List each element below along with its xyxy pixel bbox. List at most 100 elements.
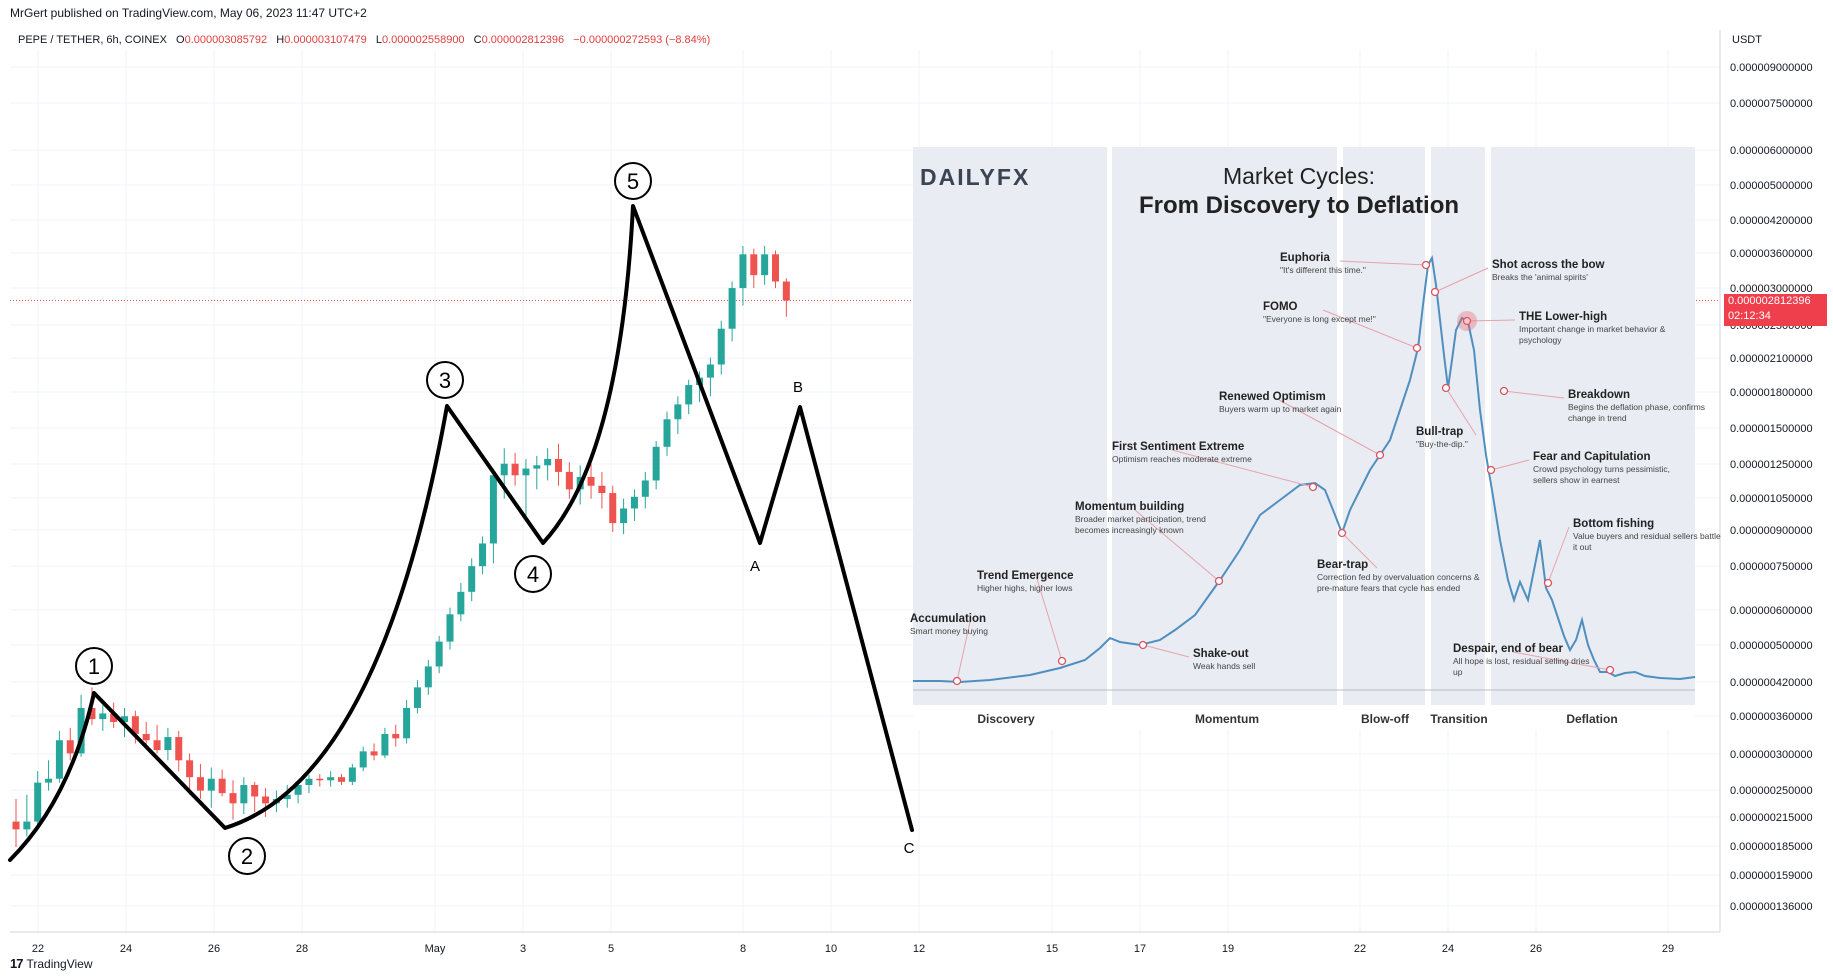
annotation-desc: Begins the deflation phase, confirms [1568,402,1705,412]
candle-body [142,733,150,741]
annotation-leader [1547,526,1570,584]
candle-body [12,821,20,830]
candle-body [240,784,248,804]
candle-body [609,493,617,524]
inset-subtitle: From Discovery to Deflation [1139,192,1459,219]
candle-body [424,666,432,688]
dailyfx-logo: DAILYFX [920,164,1030,190]
annotation-title: Bull-trap [1416,426,1463,438]
x-tick-label: 28 [296,943,308,955]
wave-label-circle [614,162,652,200]
annotation-marker [1412,343,1422,353]
annotation-leader [1142,644,1190,658]
ohlc-high-value: 0.000003107479 [284,34,367,46]
symbol-name[interactable]: PEPE / TETHER, 6h, COINEX [18,34,167,46]
y-tick-label: 0.000001500000 [1730,423,1813,435]
annotation-title: Shot across the bow [1492,259,1605,271]
x-tick-label: 10 [825,943,837,955]
x-tick-label: 5 [608,943,614,955]
annotation-title: Renewed Optimism [1219,391,1326,403]
candle-body [121,716,128,722]
phase-label: Transition [1430,712,1487,726]
annotation-title: Fear and Capitulation [1533,451,1651,463]
y-tick-label: 0.000001250000 [1730,459,1813,471]
candle-body [403,707,411,739]
wave-path [8,204,914,862]
annotation-marker [1499,386,1509,396]
annotation-marker [1421,260,1431,270]
candle-body [262,796,270,804]
candle-body [544,458,552,466]
candle-body [598,485,606,494]
y-tick-label: 0.000000136000 [1730,901,1813,913]
annotation-marker [1375,450,1385,460]
annotation-marker [1214,576,1224,586]
candle-body [511,463,519,476]
annotation-title: Accumulation [910,613,986,625]
phase-panel [1343,147,1425,705]
annotation-desc: Important change in market behavior & [1519,324,1666,334]
candle-body [468,566,476,592]
candle-body [533,465,541,469]
y-tick-label: 0.000007500000 [1730,98,1813,110]
y-tick-label: 0.000002100000 [1730,353,1813,365]
phase-panel [1112,147,1337,705]
inset-title: Market Cycles: [1223,163,1375,189]
x-tick-label: 12 [913,943,925,955]
candle-body [207,778,215,791]
annotation-marker [1430,287,1440,297]
candle-body [196,777,204,791]
wave-label-circle [228,837,266,875]
y-tick-label: 0.000000900000 [1730,525,1813,537]
phase-panel [913,147,1107,705]
annotation-title: Bear-trap [1317,559,1368,571]
candle-body [706,364,714,378]
x-tick-label: 8 [740,943,746,955]
candle-body [739,254,747,289]
annotation-marker [1441,383,1451,393]
y-tick-label: 0.000000600000 [1730,605,1813,617]
annotation-title: Momentum building [1075,501,1184,513]
annotation-title: Bottom fishing [1573,518,1654,530]
candle-body [652,446,660,481]
candle-body [110,713,118,722]
candle-body [555,458,562,472]
annotation-leader [1339,260,1427,266]
x-tick-label: 26 [208,943,220,955]
y-tick-label: 0.000003600000 [1730,248,1813,260]
candle-body [630,496,638,509]
candle-body [55,740,63,779]
candle-body [587,476,595,486]
wave-label: 2 [241,844,253,869]
annotation-desc: "Everyone is long except me!" [1263,314,1376,324]
annotation-desc: Buyers warm up to market again [1219,404,1342,414]
candle-body [88,707,96,720]
y-tick-label: 0.000001050000 [1730,493,1813,505]
ohlc-close-label: C [473,34,482,46]
annotation-marker [1462,316,1472,326]
candle-body [522,468,530,476]
footer-brand[interactable]: 17 TradingView [10,956,93,971]
annotation-desc: "Buy-the-dip." [1416,439,1468,449]
x-tick-label: 3 [520,943,526,955]
x-tick-label: 24 [1442,943,1454,955]
annotation-desc: Weak hands sell [1193,661,1255,671]
annotation-desc: "It's different this time." [1280,265,1366,275]
candle-body [99,713,107,720]
y-tick-label: 0.000000159000 [1730,870,1813,882]
cycle-curve [913,254,1696,684]
bar-countdown: 02:12:34 [1728,310,1771,322]
y-tick-label: 0.000001800000 [1730,387,1813,399]
annotation-title: THE Lower-high [1519,311,1607,323]
annotation-marker [1486,465,1496,475]
annotation-leader [1445,387,1477,436]
annotation-title: Trend Emergence [977,570,1074,582]
y-tick-label: 0.000000420000 [1730,677,1813,689]
annotation-desc: it out [1573,542,1592,552]
candle-body [782,281,790,301]
annotation-leader [1322,309,1418,349]
y-tick-label: 0.000000250000 [1730,785,1813,797]
candle-body [565,471,573,490]
phase-label: Deflation [1566,712,1617,726]
